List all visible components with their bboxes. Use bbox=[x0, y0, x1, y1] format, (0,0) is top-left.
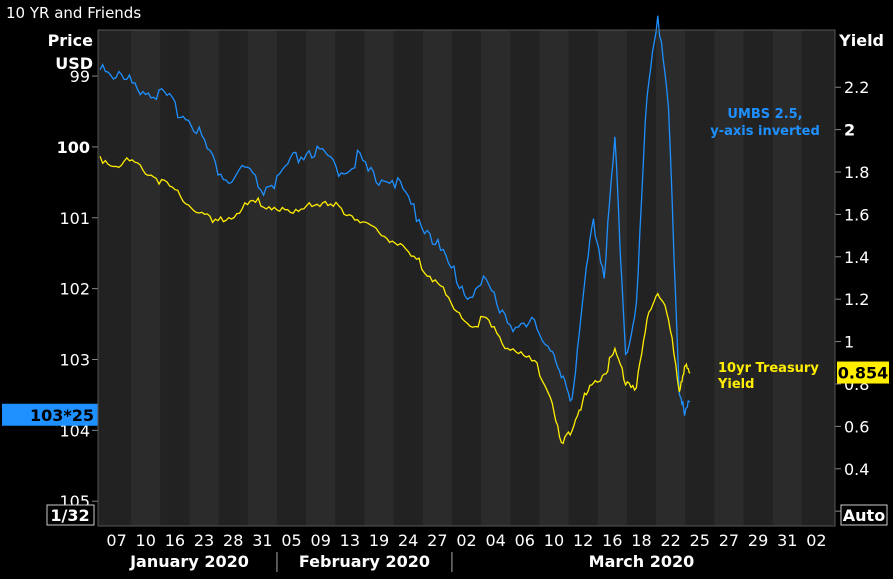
x-tick-label: 16 bbox=[165, 531, 185, 550]
left-footer-box bbox=[46, 504, 95, 526]
right-axis-label: Yield bbox=[838, 31, 884, 50]
grid-band bbox=[189, 30, 219, 526]
right-footer-box bbox=[840, 504, 888, 526]
left-footer-label: 1/32 bbox=[50, 506, 89, 525]
month-label: February 2020 bbox=[299, 552, 430, 571]
grid-band bbox=[539, 30, 569, 526]
umbs-series-line bbox=[99, 15, 691, 416]
grid-band bbox=[656, 30, 686, 526]
x-tick-label: 02 bbox=[456, 531, 476, 550]
treasury-label-line2: Yield bbox=[717, 377, 754, 392]
grid-band bbox=[364, 30, 394, 526]
right-tick-label: 1.6 bbox=[844, 205, 869, 224]
x-tick-label: 19 bbox=[369, 531, 389, 550]
right-tick-label: 1.2 bbox=[844, 290, 869, 309]
umbs-label-line2: y-axis inverted bbox=[710, 124, 820, 139]
x-tick-label: 02 bbox=[806, 531, 826, 550]
left-current-value: 103*25 bbox=[30, 406, 94, 425]
treasury-label-line1: 10yr Treasury bbox=[718, 361, 819, 376]
left-tick-label: 100 bbox=[57, 138, 90, 157]
chart-title: 10 YR and Friends bbox=[6, 4, 142, 22]
right-tick-label: 0.6 bbox=[844, 417, 869, 436]
right-tick-label: 1.4 bbox=[844, 248, 869, 267]
right-current-badge bbox=[837, 361, 889, 384]
right-footer-label: Auto bbox=[843, 506, 885, 525]
right-tick-label: 1.8 bbox=[844, 163, 869, 182]
grid-band bbox=[714, 30, 744, 526]
x-tick-label: 07 bbox=[106, 531, 126, 550]
treasury-series-line bbox=[99, 155, 691, 445]
month-label: March 2020 bbox=[589, 552, 695, 571]
x-tick-label: 28 bbox=[223, 531, 243, 550]
x-tick-label: 10 bbox=[136, 531, 156, 550]
x-tick-label: 13 bbox=[340, 531, 360, 550]
x-tick-label: 27 bbox=[719, 531, 739, 550]
x-tick-label: 16 bbox=[602, 531, 622, 550]
x-tick-label: 18 bbox=[631, 531, 651, 550]
grid-band bbox=[131, 30, 161, 526]
x-tick-label: 23 bbox=[194, 531, 214, 550]
x-tick-label: 10 bbox=[544, 531, 564, 550]
grid-band bbox=[422, 30, 452, 526]
right-tick-label: 2 bbox=[844, 121, 855, 140]
left-tick-label: 101 bbox=[59, 209, 90, 228]
x-tick-label: 12 bbox=[573, 531, 593, 550]
grid-band bbox=[772, 30, 802, 526]
left-tick-label: 103 bbox=[59, 350, 90, 369]
x-tick-label: 27 bbox=[427, 531, 447, 550]
left-tick-label: 104 bbox=[59, 421, 90, 440]
umbs-label-line1: UMBS 2.5, bbox=[727, 107, 802, 122]
x-tick-label: 04 bbox=[485, 531, 505, 550]
plot-area bbox=[98, 30, 835, 526]
right-current-value: 0.854 bbox=[838, 364, 889, 383]
x-tick-label: 29 bbox=[748, 531, 768, 550]
right-tick-label: 0.4 bbox=[844, 460, 869, 479]
grid-band bbox=[597, 30, 627, 526]
grid-band bbox=[247, 30, 277, 526]
x-tick-label: 22 bbox=[660, 531, 680, 550]
x-tick-label: 31 bbox=[252, 531, 272, 550]
left-tick-label: 99 bbox=[70, 67, 90, 86]
x-tick-label: 24 bbox=[398, 531, 418, 550]
month-label: January 2020 bbox=[129, 552, 249, 571]
plot-border bbox=[97, 29, 836, 527]
left-axis-label-line1: Price bbox=[48, 31, 94, 50]
right-tick-label: 1 bbox=[844, 333, 854, 352]
x-tick-label: 31 bbox=[777, 531, 797, 550]
left-axis-label-line2: USD bbox=[55, 54, 93, 73]
left-current-badge bbox=[2, 403, 98, 426]
x-tick-label: 06 bbox=[515, 531, 535, 550]
grid-band bbox=[306, 30, 336, 526]
x-tick-label: 25 bbox=[690, 531, 710, 550]
right-tick-label: 2.2 bbox=[844, 78, 869, 97]
left-tick-label: 102 bbox=[59, 280, 90, 299]
x-tick-label: 05 bbox=[281, 531, 301, 550]
x-tick-label: 09 bbox=[311, 531, 331, 550]
